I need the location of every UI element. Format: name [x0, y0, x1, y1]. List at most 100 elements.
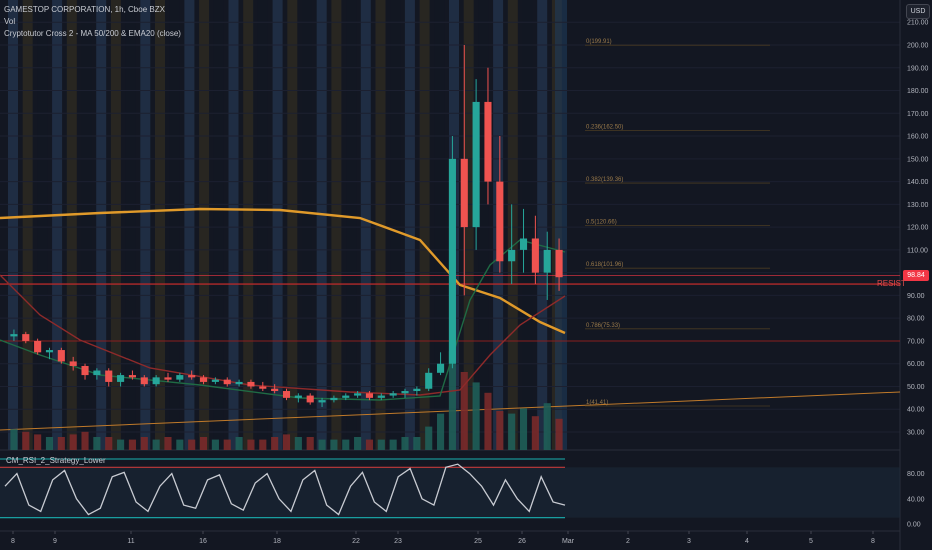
- volume-bar: [45, 437, 54, 450]
- candle-body: [519, 238, 528, 250]
- candle-body: [45, 350, 54, 353]
- fib-label: 0(199.91): [586, 39, 612, 45]
- volume-bar: [10, 429, 18, 450]
- volume-bar: [484, 392, 492, 450]
- price-axis-label: 130.00: [907, 202, 929, 209]
- volume-bar: [247, 439, 255, 450]
- volume-bar: [437, 413, 445, 450]
- volume-bar: [543, 403, 551, 450]
- candle-body: [330, 397, 338, 401]
- ma200-line: [0, 207, 566, 335]
- rsi-band-fill: [0, 467, 900, 518]
- candle-body: [472, 101, 480, 228]
- time-axis-label: 16: [199, 538, 207, 545]
- session-band: [463, 0, 474, 450]
- volume-bar: [508, 413, 516, 450]
- time-axis-label: 4: [745, 538, 749, 545]
- time-axis-label: Mar: [562, 538, 575, 545]
- session-band: [110, 0, 121, 450]
- session-band: [507, 0, 518, 450]
- rsi-axis-label: 0.00: [907, 522, 921, 529]
- volume-bar: [223, 439, 231, 450]
- candle-body: [235, 381, 243, 385]
- candle-body: [57, 350, 65, 362]
- session-band: [257, 0, 268, 450]
- volume-bar: [365, 439, 374, 450]
- candle-body: [425, 372, 433, 389]
- session-band: [419, 0, 430, 450]
- volume-bar: [389, 439, 397, 450]
- session-band: [8, 0, 18, 450]
- session-band: [346, 0, 357, 450]
- volume-bar: [294, 437, 302, 450]
- candle-body: [543, 249, 551, 273]
- candle-body: [81, 365, 89, 376]
- candle-body: [282, 391, 291, 398]
- time-axis-label: 5: [809, 538, 813, 545]
- currency-button[interactable]: USD: [906, 4, 930, 19]
- volume-bar: [211, 439, 219, 450]
- volume-bar: [128, 439, 136, 450]
- candle-body: [259, 386, 267, 389]
- volume-bar: [531, 416, 539, 450]
- candle-body: [448, 158, 456, 364]
- price-axis-label: 160.00: [907, 134, 929, 141]
- candle-body: [318, 400, 326, 403]
- rsi-indicator-label[interactable]: CM_RSI_2_Strategy_Lower: [6, 456, 106, 465]
- chart-legend: GAMESTOP CORPORATION, 1h, Cboe BZX Vol C…: [4, 4, 181, 40]
- session-band: [140, 0, 151, 450]
- fib-retracement: 0(199.91) 0.236(162.50) 0.382(139.36) 0.5(1…: [585, 39, 770, 407]
- volume-bar: [105, 437, 113, 450]
- symbol-title[interactable]: GAMESTOP CORPORATION, 1h, Cboe BZX: [4, 5, 165, 14]
- volume-bar: [330, 439, 338, 450]
- fib-label: 1(41.41): [586, 400, 608, 406]
- session-band: [169, 0, 180, 450]
- rsi-line: [4, 463, 566, 516]
- candle-body: [223, 379, 231, 385]
- volume-bar: [164, 437, 172, 450]
- volume-bar: [81, 431, 89, 450]
- price-axis-label: 120.00: [907, 225, 929, 232]
- volume-bar: [188, 439, 196, 450]
- price-axis-label: 180.00: [907, 88, 929, 95]
- ma-indicator-label[interactable]: Cryptotutor Cross 2 - MA 50/200 & EMA20 …: [4, 29, 181, 38]
- candle-body: [93, 370, 101, 376]
- volume-bar: [271, 437, 279, 450]
- fib-label: 0.618(101.96): [586, 262, 623, 268]
- session-band: [331, 0, 342, 450]
- session-band: [96, 0, 107, 450]
- volume-bar: [176, 439, 184, 450]
- time-axis-label: 22: [352, 538, 360, 545]
- candle-body: [460, 158, 468, 228]
- price-axis-label: 30.00: [907, 430, 925, 437]
- candle-body: [199, 377, 208, 382]
- price-axis-label: 210.00: [907, 20, 929, 27]
- session-band: [228, 0, 239, 450]
- session-band: [52, 0, 63, 450]
- candle-body: [531, 238, 539, 273]
- time-axis-label: 2: [626, 538, 630, 545]
- candle-body: [401, 391, 409, 394]
- candle-body: [413, 388, 421, 392]
- ma50-line: [0, 274, 566, 396]
- last-price-tag: 98.84: [903, 270, 929, 281]
- volume-bar: [318, 439, 326, 450]
- session-band: [316, 0, 327, 450]
- candle-body: [342, 395, 350, 398]
- candle-body: [188, 375, 196, 378]
- session-band: [272, 0, 283, 450]
- volume-bar: [555, 418, 563, 450]
- volume-bar: [117, 439, 125, 450]
- fib-label: 0.5(120.66): [586, 220, 617, 226]
- fib-label: 0.236(162.50): [586, 124, 623, 130]
- volume-indicator-label[interactable]: Vol: [4, 17, 16, 26]
- time-axis-label: 26: [518, 538, 526, 545]
- volume-bars: [10, 351, 563, 450]
- session-band: [404, 0, 415, 450]
- candle-body: [117, 375, 125, 382]
- candle-body: [211, 379, 219, 382]
- session-band: [360, 0, 371, 450]
- volume-bar: [342, 439, 350, 450]
- volume-bar: [519, 408, 528, 450]
